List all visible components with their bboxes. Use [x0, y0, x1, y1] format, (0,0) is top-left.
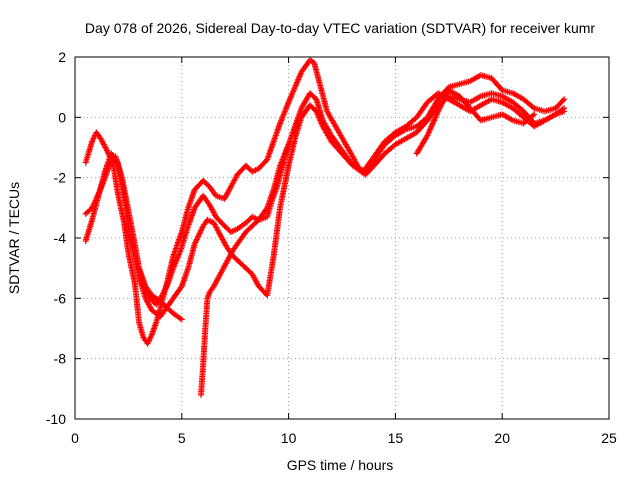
x-tick-label: 25	[601, 430, 617, 446]
x-tick-label: 15	[388, 430, 404, 446]
data-point-fill	[529, 104, 536, 111]
plot-frame	[74, 56, 610, 420]
y-tick-label: -6	[54, 290, 67, 306]
data-point	[561, 96, 568, 103]
data-point	[531, 111, 538, 118]
data-point	[178, 316, 185, 323]
data-point	[561, 105, 568, 112]
x-tick-label: 0	[71, 430, 79, 446]
chart-title: Day 078 of 2026, Sidereal Day-to-day VTE…	[85, 20, 595, 36]
x-tick-label: 20	[494, 430, 510, 446]
y-tick-label: -2	[54, 170, 67, 186]
gridlines	[75, 57, 609, 419]
y-axis-label: SDTVAR / TECUs	[6, 182, 22, 294]
y-tick-label: 0	[58, 109, 66, 125]
x-tick-label: 10	[281, 430, 297, 446]
data-point	[285, 141, 292, 148]
y-tick-label: -10	[46, 411, 66, 427]
y-tick-label: -8	[54, 351, 67, 367]
y-tick-label: 2	[58, 49, 66, 65]
x-axis-label: GPS time / hours	[287, 457, 394, 473]
data-point-fill	[529, 112, 536, 119]
x-tick-label: 5	[178, 430, 186, 446]
data-point-fill	[559, 97, 566, 104]
y-tick-label: -4	[54, 230, 67, 246]
data-points	[82, 57, 568, 398]
